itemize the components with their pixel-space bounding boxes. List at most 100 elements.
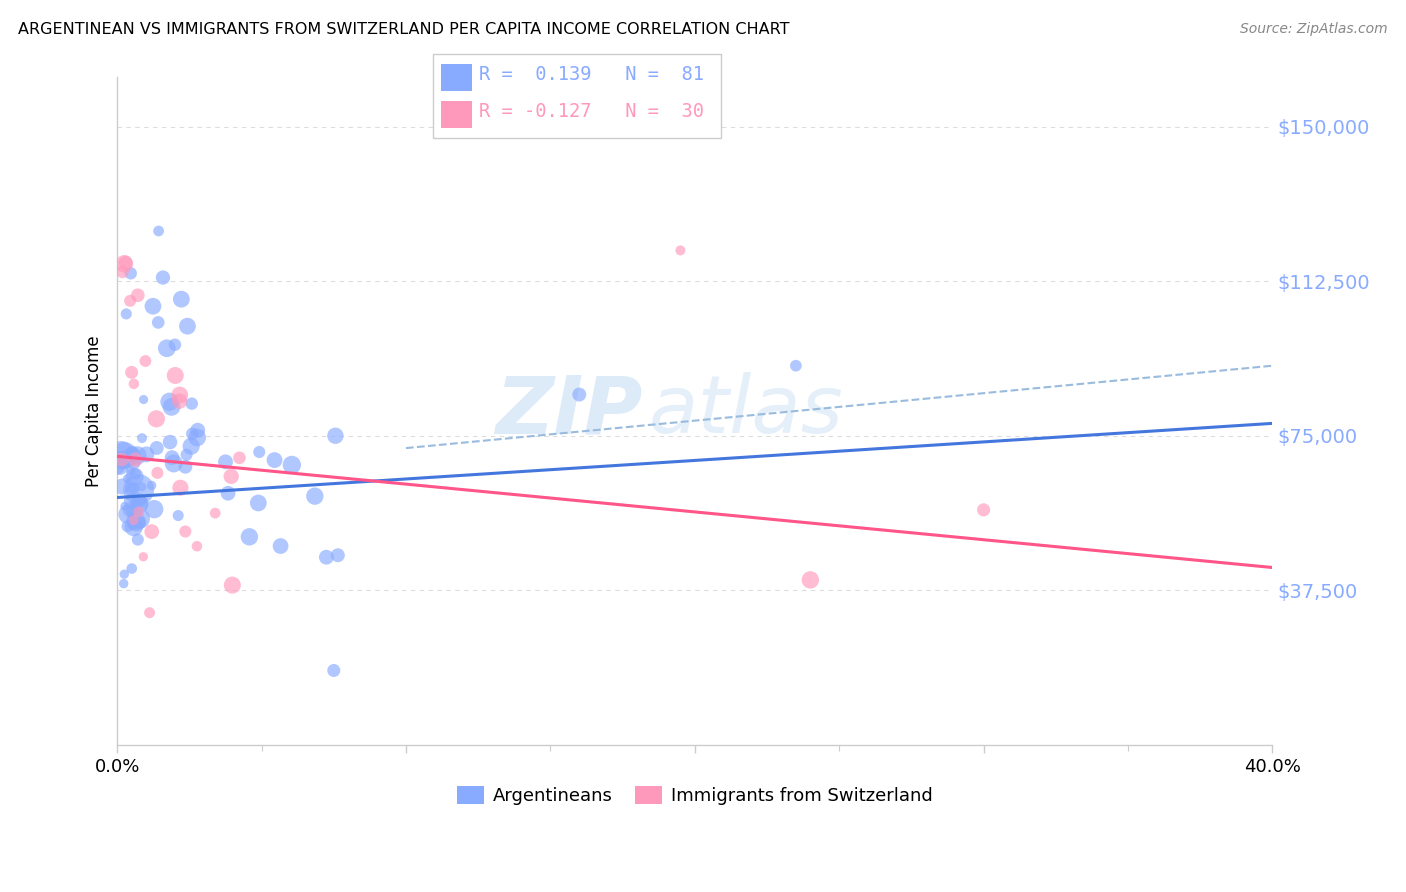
Point [110,445,132,459]
Point [125,515,148,529]
Point [120,266,142,280]
Point [121,483,143,497]
Point [325,429,347,443]
Point [170,292,193,306]
Point [174,524,197,539]
Point [181,426,204,441]
Point [159,394,181,409]
Point [111,452,134,467]
Point [163,457,186,471]
Point [186,539,208,553]
Point [122,455,145,469]
Point [169,388,191,402]
Point [129,516,152,530]
Point [180,396,202,410]
Point [146,466,169,480]
Point [122,513,145,527]
Text: ARGENTINEAN VS IMMIGRANTS FROM SWITZERLAND PER CAPITA INCOME CORRELATION CHART: ARGENTINEAN VS IMMIGRANTS FROM SWITZERLA… [18,22,790,37]
Point [105,460,128,475]
Point [169,394,191,409]
Point [204,506,226,520]
Point [124,470,146,484]
Point [124,505,146,519]
Point [120,464,142,478]
Point [121,445,143,459]
Point [799,573,821,587]
Point [315,550,337,565]
Point [117,519,139,533]
Point [247,496,270,510]
Point [176,319,198,334]
Point [128,483,150,497]
Point [163,337,186,351]
Point [214,455,236,469]
Point [129,511,152,525]
Point [152,270,174,285]
Point [221,578,243,592]
Point [247,445,270,459]
Point [117,472,139,486]
Point [135,447,157,461]
Point [167,508,190,523]
Point [145,412,167,426]
Point [148,224,170,238]
Point [120,502,142,516]
Point [128,496,150,510]
Point [326,548,349,562]
Point [148,315,170,329]
Point [141,478,163,492]
Point [143,502,166,516]
Point [973,503,995,517]
Point [108,458,131,473]
Text: Source: ZipAtlas.com: Source: ZipAtlas.com [1240,22,1388,37]
Point [145,441,167,455]
Point [142,299,165,313]
Point [263,453,285,467]
Point [124,452,146,467]
Point [128,493,150,508]
Point [114,448,136,462]
Point [217,486,239,500]
Point [114,256,136,270]
Point [124,467,146,481]
Point [568,387,591,401]
Point [111,479,134,493]
Point [160,450,183,465]
Point [187,423,209,437]
Point [111,265,134,279]
Point [322,664,344,678]
Legend: Argentineans, Immigrants from Switzerland: Argentineans, Immigrants from Switzerlan… [450,779,939,813]
Point [169,481,191,495]
Point [180,439,202,453]
Point [141,524,163,539]
Point [127,533,149,547]
Y-axis label: Per Capita Income: Per Capita Income [86,335,103,487]
Point [785,359,807,373]
Point [138,606,160,620]
Point [121,365,143,379]
Text: R = -0.127   N =  30: R = -0.127 N = 30 [479,102,704,121]
Point [117,508,139,522]
Point [156,341,179,355]
Point [669,244,692,258]
Point [121,494,143,508]
Point [121,481,143,495]
Point [110,453,132,467]
Point [128,505,150,519]
Point [121,561,143,575]
Point [115,307,138,321]
Point [228,450,250,465]
Text: R =  0.139   N =  81: R = 0.139 N = 81 [479,65,704,85]
Text: atlas: atlas [648,372,844,450]
Point [304,489,326,503]
Point [165,368,187,383]
Point [122,520,145,534]
Point [219,469,242,483]
Point [159,435,181,450]
Point [238,530,260,544]
Point [122,516,145,531]
Point [112,576,135,591]
Point [134,354,156,368]
Point [122,376,145,391]
Point [121,450,143,464]
